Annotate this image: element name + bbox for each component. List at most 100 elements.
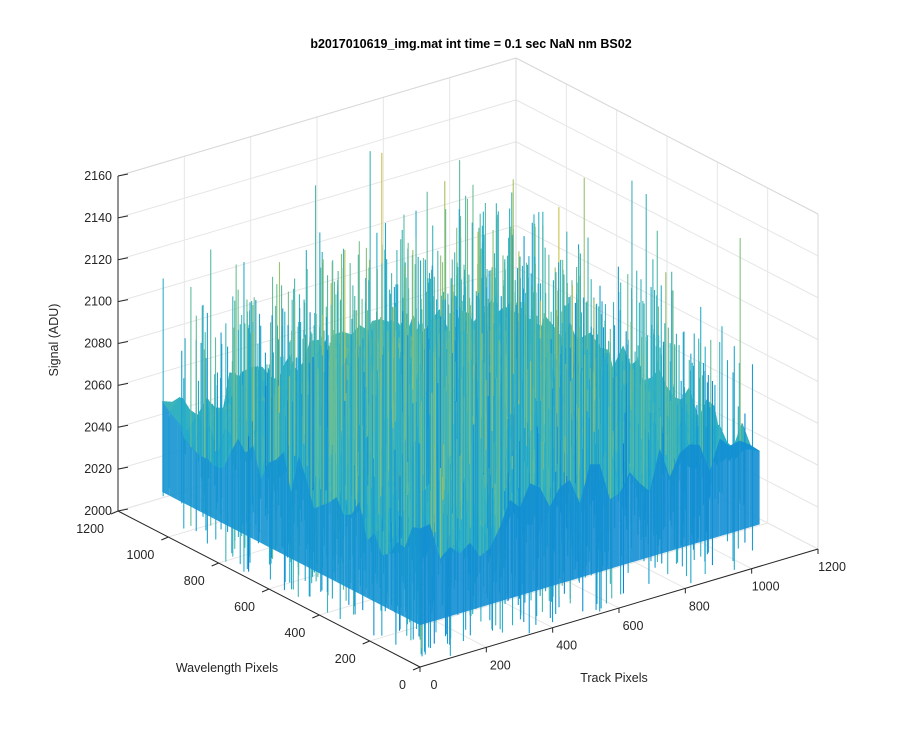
y-tick-label: 1000 (127, 548, 155, 562)
surface-skirt (669, 453, 680, 552)
z-tick (117, 215, 129, 219)
gridline (117, 141, 517, 261)
surface-skirt (268, 459, 276, 551)
z-tick-label: 2120 (84, 253, 112, 267)
y-tick (161, 536, 169, 541)
surface-skirt (329, 496, 337, 583)
gridline (515, 183, 819, 341)
surface-skirt (344, 514, 352, 590)
surface-skirt (649, 448, 660, 558)
surface-skirt (397, 542, 405, 618)
z-tick (117, 299, 129, 303)
surface-skirt (539, 487, 550, 590)
surface-skirt (679, 444, 690, 549)
surface-skirt (549, 487, 560, 587)
surface-skirt (609, 493, 620, 569)
gridline (515, 99, 819, 257)
surface-skirt (185, 439, 193, 508)
surface-skirt (374, 533, 383, 606)
surface-skirt (260, 462, 269, 547)
surface-skirt (479, 548, 490, 608)
x-axis-label: Track Pixels (580, 671, 648, 685)
surface-skirt (429, 524, 440, 623)
surface-skirt (359, 501, 367, 598)
surface-skirt (699, 445, 710, 543)
surface-skirt (336, 496, 345, 586)
surface-skirt (222, 452, 231, 528)
surface-skirt (589, 464, 600, 575)
surface-skirt (439, 546, 450, 620)
y-tick-label: 0 (399, 678, 406, 692)
surface-skirt (200, 455, 208, 516)
surface-skirt (519, 483, 530, 596)
y-tick (211, 562, 219, 567)
z-tick (117, 424, 129, 428)
surface-skirt (245, 445, 254, 539)
surface-skirt (459, 542, 470, 614)
x-tick-label: 0 (431, 678, 438, 692)
z-axis-label: Signal (ADU) (47, 304, 61, 377)
surface-skirt (283, 452, 292, 559)
y-tick (261, 588, 270, 593)
surface-skirt (253, 445, 261, 543)
x-tick-label: 1000 (752, 580, 780, 594)
gridline (515, 141, 819, 299)
x-tick-label: 400 (556, 639, 577, 653)
gridline (117, 99, 517, 219)
surface-skirt (599, 464, 610, 572)
surface-skirt (469, 542, 480, 611)
surface-skirt (177, 421, 186, 504)
surface-skirt (238, 438, 246, 536)
surface-skirt (366, 533, 375, 602)
y-tick-label: 600 (234, 600, 255, 614)
y-tick (412, 666, 421, 671)
z-tick (117, 382, 129, 386)
z-tick-label: 2040 (84, 420, 112, 434)
surface-skirt (215, 466, 223, 524)
gridline (117, 183, 517, 303)
z-tick-label: 2000 (84, 504, 112, 518)
surface-skirt (749, 444, 760, 528)
tick-marks (110, 173, 819, 672)
y-tick (362, 640, 370, 645)
gridline (117, 266, 517, 386)
surface-skirt (449, 546, 460, 617)
z-tick-label: 2140 (84, 211, 112, 225)
surface-skirt (559, 479, 570, 584)
surface-skirt (404, 526, 413, 622)
surface-skirt (313, 505, 322, 575)
z-tick-label: 2080 (84, 337, 112, 351)
surface-skirt (729, 440, 740, 534)
x-tick-label: 600 (623, 619, 644, 633)
surface-skirt (639, 483, 650, 560)
surface-skirt (659, 448, 670, 555)
surface-skirt (619, 472, 630, 566)
surface-data (161, 151, 760, 657)
z-tick-label: 2020 (84, 462, 112, 476)
surface-skirt (509, 499, 520, 599)
surface-skirt (275, 452, 284, 555)
surface-skirt (306, 478, 314, 571)
surface-skirt (291, 455, 299, 563)
z-tick-label: 2160 (84, 169, 112, 183)
surface-skirt (689, 444, 700, 546)
surface-skirt (529, 483, 540, 593)
surface-skirt (321, 502, 330, 579)
y-tick-label: 200 (335, 652, 356, 666)
surface-skirt (569, 479, 580, 581)
surface-skirt (579, 464, 590, 578)
y-axis-label: Wavelength Pixels (176, 661, 278, 675)
surface-skirt (420, 524, 430, 626)
surface-skirt (162, 401, 170, 496)
surface-skirt (709, 438, 720, 540)
surface-skirt (192, 449, 201, 512)
surface-skirt (382, 553, 390, 610)
surface-skirt (207, 459, 216, 520)
surface-skirt (629, 472, 640, 563)
surface-skirt (351, 501, 360, 594)
surface-skirt (230, 438, 239, 532)
y-tick (110, 510, 119, 515)
y-tick-label: 400 (284, 626, 305, 640)
x-tick-label: 1200 (818, 560, 846, 574)
